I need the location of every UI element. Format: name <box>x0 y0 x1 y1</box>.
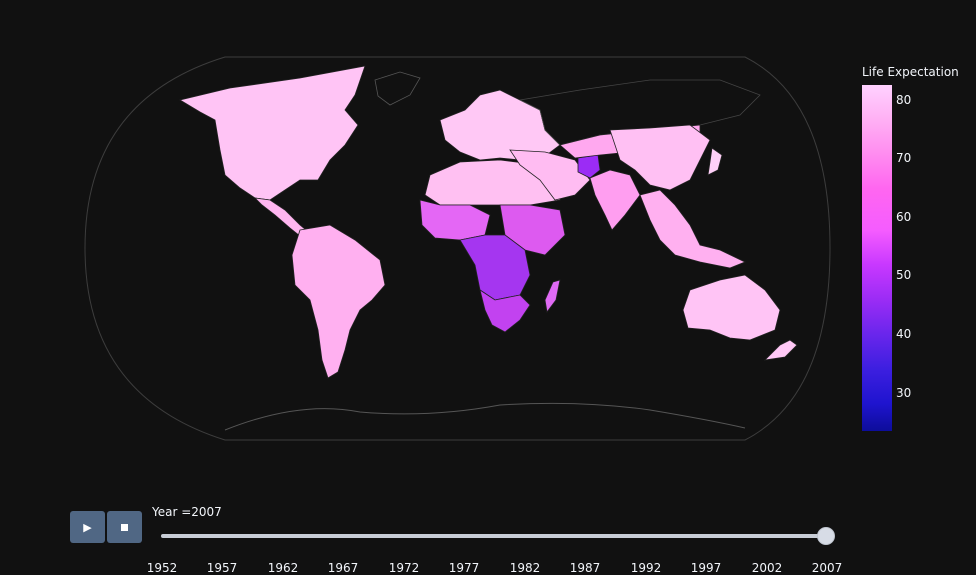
colorbar-title: Life Expectation <box>862 65 959 79</box>
slider-step-1997[interactable]: 1997 <box>690 561 722 575</box>
colorbar-tick-40: 40 <box>896 327 912 341</box>
region-middle-east[interactable] <box>509 149 591 201</box>
region-southeast-asia[interactable] <box>639 189 746 269</box>
slider-current-label: Year =2007 <box>152 505 222 519</box>
stop-icon <box>121 523 128 531</box>
colorbar-tick-50: 50 <box>896 268 912 282</box>
colorbar-tick-30: 30 <box>896 386 912 400</box>
world-map[interactable] <box>0 0 976 460</box>
region-north-africa[interactable] <box>424 159 561 206</box>
slider-step-1987[interactable]: 1987 <box>569 561 601 575</box>
region-east-asia[interactable] <box>609 124 711 191</box>
map-svg[interactable] <box>0 0 976 460</box>
globe-outline <box>84 56 831 441</box>
region-south-america[interactable] <box>291 224 386 379</box>
stop-button[interactable] <box>107 511 142 543</box>
slider-handle[interactable] <box>817 527 835 545</box>
slider-ticks: 1952 1957 1962 1967 1972 1977 1982 1987 … <box>0 561 976 575</box>
slider-step-1982[interactable]: 1982 <box>509 561 541 575</box>
colorbar-gradient <box>862 85 892 431</box>
region-australia[interactable] <box>682 274 781 341</box>
play-icon: ▶ <box>83 520 92 534</box>
slider-step-1962[interactable]: 1962 <box>267 561 299 575</box>
region-south-asia[interactable] <box>589 169 641 231</box>
slider-step-2002[interactable]: 2002 <box>751 561 783 575</box>
region-new-zealand[interactable] <box>763 339 798 361</box>
colorbar-tick-80: 80 <box>896 93 912 107</box>
slider-step-2007[interactable]: 2007 <box>811 561 843 575</box>
region-southern-africa[interactable] <box>479 289 531 333</box>
slider-step-1967[interactable]: 1967 <box>327 561 359 575</box>
slider-step-1972[interactable]: 1972 <box>388 561 420 575</box>
slider-step-1952[interactable]: 1952 <box>146 561 178 575</box>
colorbar-tick-60: 60 <box>896 210 912 224</box>
colorbar-tick-70: 70 <box>896 151 912 165</box>
region-north-america[interactable] <box>178 65 366 201</box>
slider-step-1977[interactable]: 1977 <box>448 561 480 575</box>
region-madagascar[interactable] <box>544 279 561 313</box>
play-button[interactable]: ▶ <box>70 511 105 543</box>
region-greenland <box>374 71 421 106</box>
region-japan[interactable] <box>707 147 723 176</box>
region-central-africa[interactable] <box>459 234 531 301</box>
slider-step-1957[interactable]: 1957 <box>206 561 238 575</box>
antarctica-outline <box>224 402 746 431</box>
region-west-africa[interactable] <box>419 199 491 241</box>
slider-step-1992[interactable]: 1992 <box>630 561 662 575</box>
slider-rail[interactable] <box>161 534 829 538</box>
